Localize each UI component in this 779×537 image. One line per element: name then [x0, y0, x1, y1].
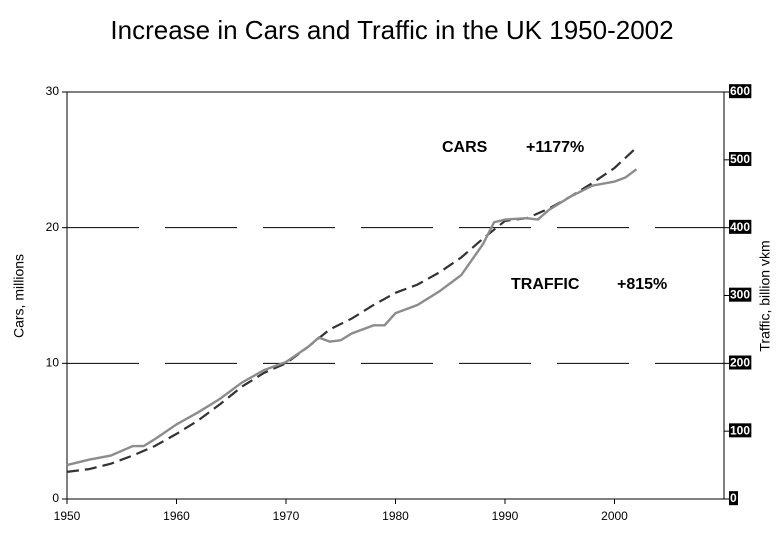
annotation: TRAFFIC: [511, 276, 580, 293]
y-tick-label: 30: [46, 84, 60, 98]
y2-tick-label: 500: [730, 152, 750, 166]
y-tick-label: 10: [46, 356, 60, 370]
series-line: [66, 168, 638, 467]
y2-tick-label-bg: [729, 423, 752, 438]
x-tick-label: 1950: [54, 509, 81, 523]
y2-tick-label-bg: [729, 219, 752, 234]
y2-tick-label: 400: [730, 220, 750, 234]
annotation: +1177%: [526, 139, 584, 156]
y2-tick-label-bg: [729, 287, 752, 302]
y-axis-label: Cars, millions: [11, 254, 27, 338]
plot-frame: [66, 91, 725, 500]
x-tick-label: 1990: [492, 509, 519, 523]
y-tick-label: 0: [52, 491, 59, 505]
x-tick-label: 2000: [601, 509, 628, 523]
x-tick-label: 1980: [382, 509, 409, 523]
y2-tick-label-bg: [729, 491, 738, 506]
y2-tick-label: 600: [730, 84, 750, 98]
y2-tick-label: 0: [730, 491, 737, 505]
chart-title: Increase in Cars and Traffic in the UK 1…: [110, 15, 673, 45]
y2-tick-label-bg: [729, 355, 752, 370]
y2-tick-label: 200: [730, 356, 750, 370]
y-tick-label: 20: [46, 220, 60, 234]
y2-axis-label: Traffic, billion vkm: [757, 240, 773, 351]
series-line: [66, 146, 638, 473]
y2-tick-label-bg: [729, 84, 752, 99]
y2-tick-label: 100: [730, 423, 750, 437]
annotation: CARS: [442, 139, 488, 156]
annotation: +815%: [617, 276, 667, 293]
y2-tick-label-bg: [729, 152, 752, 167]
x-tick-label: 1970: [273, 509, 300, 523]
x-tick-label: 1960: [163, 509, 190, 523]
y2-tick-label: 300: [730, 288, 750, 302]
